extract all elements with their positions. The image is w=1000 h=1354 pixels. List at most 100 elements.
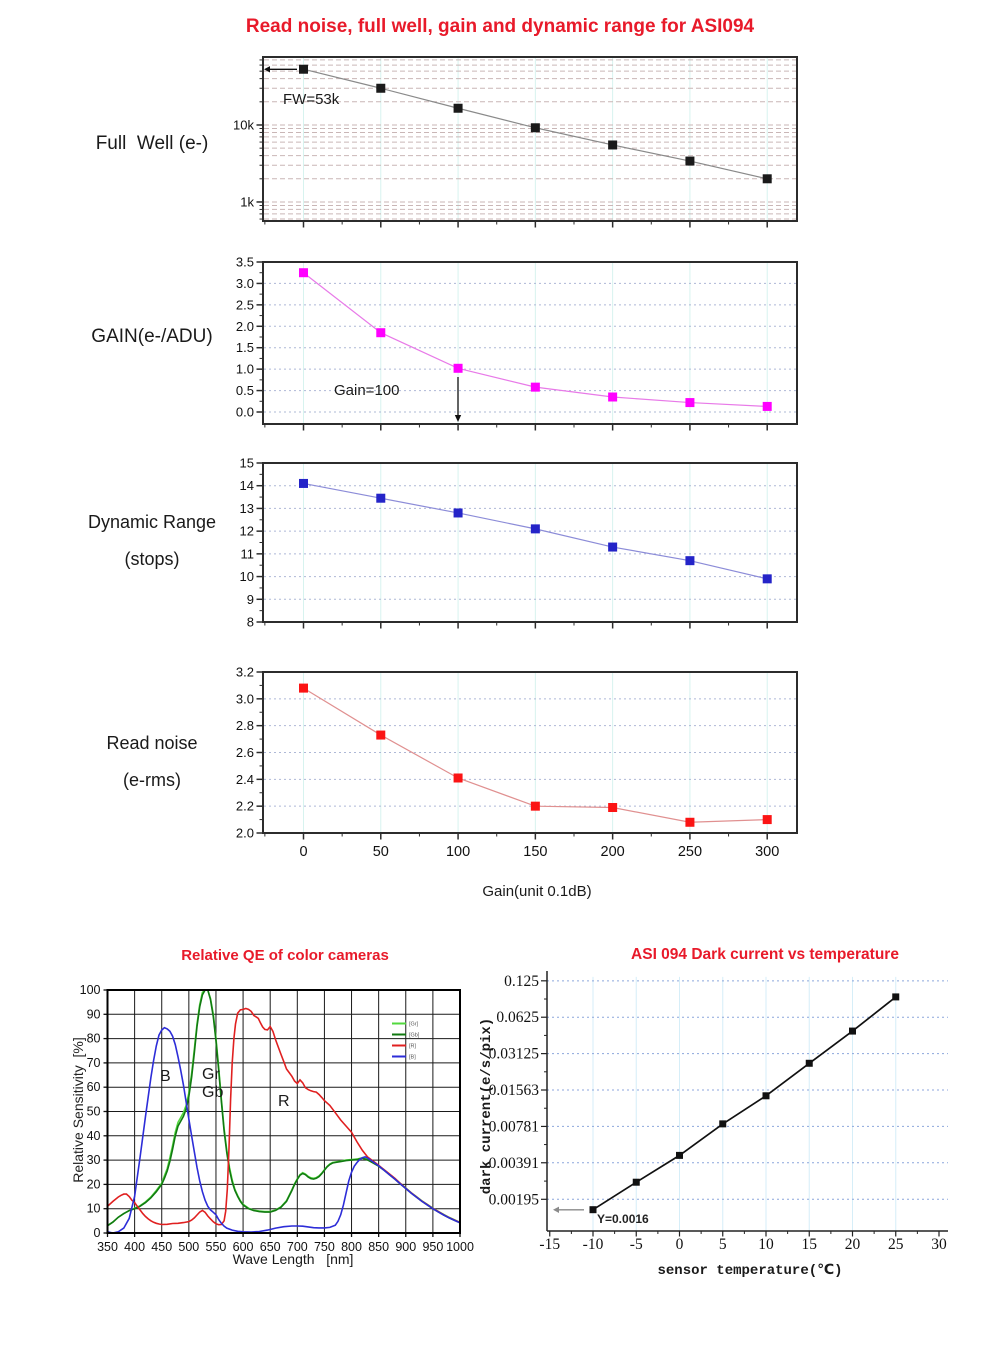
svg-text:9: 9 (247, 592, 254, 607)
svg-text:[Gb]: [Gb] (409, 1033, 420, 1039)
svg-text:700: 700 (287, 1240, 308, 1254)
svg-text:850: 850 (368, 1240, 389, 1254)
qe-curve-label-gb: Gb (202, 1084, 224, 1101)
svg-text:30: 30 (931, 1236, 947, 1253)
svg-text:450: 450 (151, 1240, 172, 1254)
svg-text:70: 70 (87, 1056, 101, 1070)
svg-text:14: 14 (240, 478, 254, 493)
svg-text:0.01563: 0.01563 (489, 1082, 540, 1099)
svg-text:800: 800 (341, 1240, 362, 1254)
svg-text:[Gr]: [Gr] (409, 1022, 419, 1028)
svg-text:25: 25 (888, 1236, 904, 1253)
svg-text:[B]: [B] (409, 1055, 416, 1061)
svg-text:300: 300 (755, 844, 779, 860)
svg-text:650: 650 (260, 1240, 281, 1254)
svg-text:500: 500 (178, 1240, 199, 1254)
svg-text:550: 550 (206, 1240, 227, 1254)
svg-text:15: 15 (240, 456, 254, 471)
svg-text:2.8: 2.8 (236, 718, 254, 733)
svg-text:12: 12 (240, 524, 254, 539)
svg-text:-5: -5 (630, 1236, 643, 1253)
svg-text:20: 20 (845, 1236, 861, 1253)
svg-text:40: 40 (87, 1129, 101, 1143)
svg-text:15: 15 (802, 1236, 818, 1253)
panel-label-gain: GAIN(e-/ADU) (91, 326, 213, 347)
svg-text:0.0625: 0.0625 (496, 1009, 539, 1026)
svg-text:50: 50 (373, 844, 389, 860)
svg-text:0: 0 (299, 844, 307, 860)
svg-text:0: 0 (94, 1226, 101, 1240)
svg-text:8: 8 (247, 615, 254, 630)
qe-chart-title: Relative QE of color cameras (181, 947, 389, 964)
svg-text:750: 750 (314, 1240, 335, 1254)
svg-text:1k: 1k (240, 194, 254, 209)
dark-current-annotation: Y=0.0016 (597, 1212, 649, 1226)
qe-curve-label-gr: Gr (202, 1066, 220, 1083)
svg-text:80: 80 (87, 1032, 101, 1046)
svg-text:13: 13 (240, 501, 254, 516)
panel-label-read-noise: Read noise (106, 733, 198, 753)
qe-curve-label-b: B (160, 1068, 171, 1085)
main-figure-title: Read noise, full well, gain and dynamic … (245, 16, 755, 37)
svg-text:0.03125: 0.03125 (489, 1046, 540, 1063)
svg-text:90: 90 (87, 1007, 101, 1021)
svg-text:10k: 10k (233, 117, 254, 132)
gain-annotation: Gain=100 (334, 382, 400, 399)
svg-text:-10: -10 (583, 1236, 604, 1253)
main-x-axis-title: Gain(unit 0.1dB) (482, 883, 592, 900)
dark-current-chart-title: ASI 094 Dark current vs temperature (631, 946, 899, 963)
full-well-annotation: FW=53k (283, 91, 340, 108)
svg-text:0.00195: 0.00195 (489, 1191, 540, 1208)
svg-text:350: 350 (97, 1240, 118, 1254)
svg-text:1.0: 1.0 (236, 362, 254, 377)
svg-text:3.0: 3.0 (236, 691, 254, 706)
svg-text:1.5: 1.5 (236, 340, 254, 355)
panel-label-dynamic-range-units: (stops) (124, 549, 180, 569)
svg-text:0.5: 0.5 (236, 383, 254, 398)
svg-text:250: 250 (678, 844, 702, 860)
svg-text:150: 150 (523, 844, 547, 860)
svg-text:2.5: 2.5 (236, 297, 254, 312)
svg-text:0: 0 (676, 1236, 684, 1253)
svg-text:950: 950 (422, 1240, 443, 1254)
svg-text:0.00781: 0.00781 (489, 1118, 539, 1135)
svg-text:30: 30 (87, 1153, 101, 1167)
dark-current-y-axis-title: dark current(e/s/pix) (479, 1017, 495, 1195)
svg-text:2.0: 2.0 (236, 826, 254, 841)
svg-text:-15: -15 (539, 1236, 560, 1253)
svg-text:20: 20 (87, 1177, 101, 1191)
svg-text:3.5: 3.5 (236, 255, 254, 270)
svg-text:200: 200 (601, 844, 625, 860)
qe-y-axis-title: Relative Sensitivity [%] (70, 1037, 86, 1183)
svg-text:11: 11 (241, 546, 255, 561)
svg-text:[R]: [R] (409, 1044, 417, 1050)
svg-text:60: 60 (87, 1080, 101, 1094)
svg-text:400: 400 (124, 1240, 145, 1254)
svg-text:0.0: 0.0 (236, 405, 254, 420)
svg-text:1000: 1000 (446, 1240, 474, 1254)
svg-text:3.2: 3.2 (236, 665, 254, 680)
svg-text:100: 100 (80, 983, 101, 997)
svg-text:50: 50 (87, 1105, 101, 1119)
qe-x-axis-title: Wave Length [nm] (232, 1251, 354, 1267)
svg-text:10: 10 (87, 1202, 101, 1216)
svg-text:2.0: 2.0 (236, 319, 254, 334)
svg-text:0.125: 0.125 (504, 973, 539, 990)
svg-text:900: 900 (395, 1240, 416, 1254)
svg-text:10: 10 (240, 569, 254, 584)
svg-text:100: 100 (446, 844, 470, 860)
panel-label-read-noise-units: (e-rms) (123, 770, 181, 790)
svg-text:3.0: 3.0 (236, 276, 254, 291)
svg-text:0.00391: 0.00391 (489, 1155, 539, 1172)
svg-text:2.6: 2.6 (236, 745, 254, 760)
svg-text:2.4: 2.4 (236, 772, 254, 787)
dark-current-x-axis-title: sensor temperature(℃) (657, 1263, 843, 1279)
svg-text:600: 600 (233, 1240, 254, 1254)
qe-curve-label-r: R (278, 1093, 290, 1110)
panel-label-dynamic-range: Dynamic Range (87, 512, 217, 532)
svg-text:5: 5 (719, 1236, 727, 1253)
panel-label-full-well: Full Well (e-) (95, 133, 209, 154)
svg-text:2.2: 2.2 (236, 799, 254, 814)
